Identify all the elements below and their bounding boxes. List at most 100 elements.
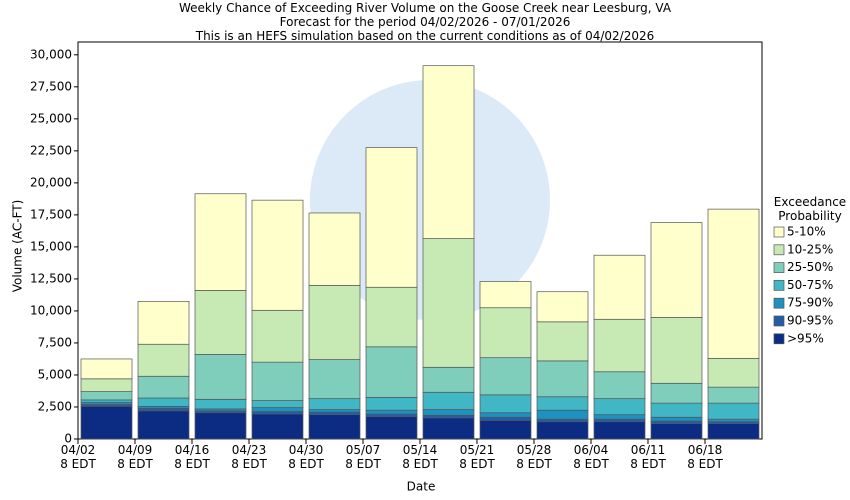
bar-segment bbox=[251, 413, 304, 440]
bar-segment bbox=[308, 414, 361, 440]
bar-segment bbox=[365, 409, 418, 415]
legend-swatch bbox=[773, 315, 785, 327]
bar-segment bbox=[251, 407, 304, 412]
legend-swatch bbox=[773, 226, 785, 238]
bar-segment bbox=[422, 391, 475, 410]
bar-segment bbox=[308, 212, 361, 286]
x-tick-label: 05/21 8 EDT bbox=[459, 443, 495, 471]
bar-segment bbox=[308, 409, 361, 413]
bar-segment bbox=[536, 421, 589, 440]
bar-segment bbox=[422, 65, 475, 239]
legend-label: 10-25% bbox=[787, 242, 833, 256]
bar-segment bbox=[308, 411, 361, 416]
bar-segment bbox=[650, 423, 703, 440]
bar-segment bbox=[536, 396, 589, 411]
bar-segment bbox=[707, 423, 760, 440]
legend-label: 25-50% bbox=[787, 260, 833, 274]
legend-label: 5-10% bbox=[787, 225, 826, 239]
bar-segment bbox=[251, 199, 304, 311]
x-tick-label: 05/28 8 EDT bbox=[516, 443, 552, 471]
y-tick-label: 15,000 bbox=[30, 239, 72, 253]
bar-segment bbox=[422, 366, 475, 393]
bar-segment bbox=[707, 208, 760, 359]
legend-label: >95% bbox=[787, 331, 824, 345]
bar-segment bbox=[422, 414, 475, 419]
bar-segment bbox=[650, 416, 703, 422]
x-tick-label: 06/11 8 EDT bbox=[630, 443, 666, 471]
bar-segment bbox=[365, 147, 418, 288]
bar-segment bbox=[593, 398, 646, 416]
y-tick-label: 7,500 bbox=[38, 335, 72, 349]
bar-segment bbox=[536, 409, 589, 420]
bar-segment bbox=[80, 405, 133, 440]
bar-segment bbox=[650, 316, 703, 384]
bar-segment bbox=[137, 343, 190, 377]
bar-segment bbox=[479, 307, 532, 359]
bar-segment bbox=[650, 402, 703, 418]
bar-segment bbox=[650, 222, 703, 318]
x-tick-label: 04/30 8 EDT bbox=[288, 443, 324, 471]
bar-segment bbox=[251, 361, 304, 401]
bar-segment bbox=[707, 418, 760, 423]
x-tick-label: 04/02 8 EDT bbox=[60, 443, 96, 471]
bar-segment bbox=[593, 318, 646, 373]
bar-segment bbox=[593, 254, 646, 320]
bar-segment bbox=[194, 354, 247, 400]
bar-segment bbox=[251, 309, 304, 363]
bar-segment bbox=[422, 409, 475, 416]
bar-segment bbox=[137, 300, 190, 345]
bar-segment bbox=[650, 420, 703, 424]
y-tick-label: 2,500 bbox=[38, 399, 72, 413]
bar-segment bbox=[194, 193, 247, 291]
legend-label: 75-90% bbox=[787, 296, 833, 310]
bar-segment bbox=[137, 375, 190, 399]
bar-segment bbox=[479, 281, 532, 309]
legend-label: 90-95% bbox=[787, 314, 833, 328]
bar-segment bbox=[365, 416, 418, 440]
y-tick-label: 30,000 bbox=[30, 47, 72, 61]
bar-segment bbox=[194, 290, 247, 355]
bar-segment bbox=[650, 382, 703, 404]
bar-segment bbox=[707, 357, 760, 388]
bar-segment bbox=[80, 378, 133, 392]
bar-segment bbox=[536, 360, 589, 398]
bar-segment bbox=[137, 410, 190, 440]
bar-segment bbox=[593, 418, 646, 423]
x-tick-label: 04/23 8 EDT bbox=[231, 443, 267, 471]
bar-segment bbox=[593, 421, 646, 440]
legend-swatch bbox=[773, 262, 785, 273]
bar-segment bbox=[422, 417, 475, 440]
bar-segment bbox=[479, 420, 532, 440]
chart-subtitle: Forecast for the period 04/02/2026 - 07/… bbox=[279, 15, 571, 29]
bar-segment bbox=[308, 398, 361, 410]
bar-segment bbox=[422, 238, 475, 368]
chart-title: Weekly Chance of Exceeding River Volume … bbox=[178, 1, 672, 15]
bar-segment bbox=[137, 407, 190, 412]
x-tick-label: 06/04 8 EDT bbox=[573, 443, 609, 471]
y-tick-label: 22,500 bbox=[30, 143, 72, 157]
bar-segment bbox=[80, 399, 133, 403]
bar-segment bbox=[593, 414, 646, 420]
bar-segment bbox=[365, 346, 418, 398]
bar-segment bbox=[593, 371, 646, 400]
y-tick-label: 27,500 bbox=[30, 79, 72, 93]
y-tick-label: 17,500 bbox=[30, 207, 72, 221]
bar-segment bbox=[536, 291, 589, 323]
bar-segment bbox=[194, 412, 247, 440]
y-tick-label: 5,000 bbox=[38, 367, 72, 381]
bar-segment bbox=[137, 397, 190, 407]
y-tick-label: 10,000 bbox=[30, 303, 72, 317]
bar-segment bbox=[479, 394, 532, 414]
y-tick-label: 0 bbox=[64, 432, 72, 446]
y-tick-label: 25,000 bbox=[30, 111, 72, 125]
bar-segment bbox=[308, 359, 361, 400]
x-axis-label: Date bbox=[407, 480, 436, 494]
legend-label: 50-75% bbox=[787, 278, 833, 292]
bar-segment bbox=[80, 391, 133, 401]
bar-segment bbox=[365, 413, 418, 417]
bar-segment bbox=[479, 416, 532, 421]
legend-swatch bbox=[773, 333, 785, 345]
y-tick-label: 12,500 bbox=[30, 271, 72, 285]
x-tick-label: 04/09 8 EDT bbox=[117, 443, 153, 471]
